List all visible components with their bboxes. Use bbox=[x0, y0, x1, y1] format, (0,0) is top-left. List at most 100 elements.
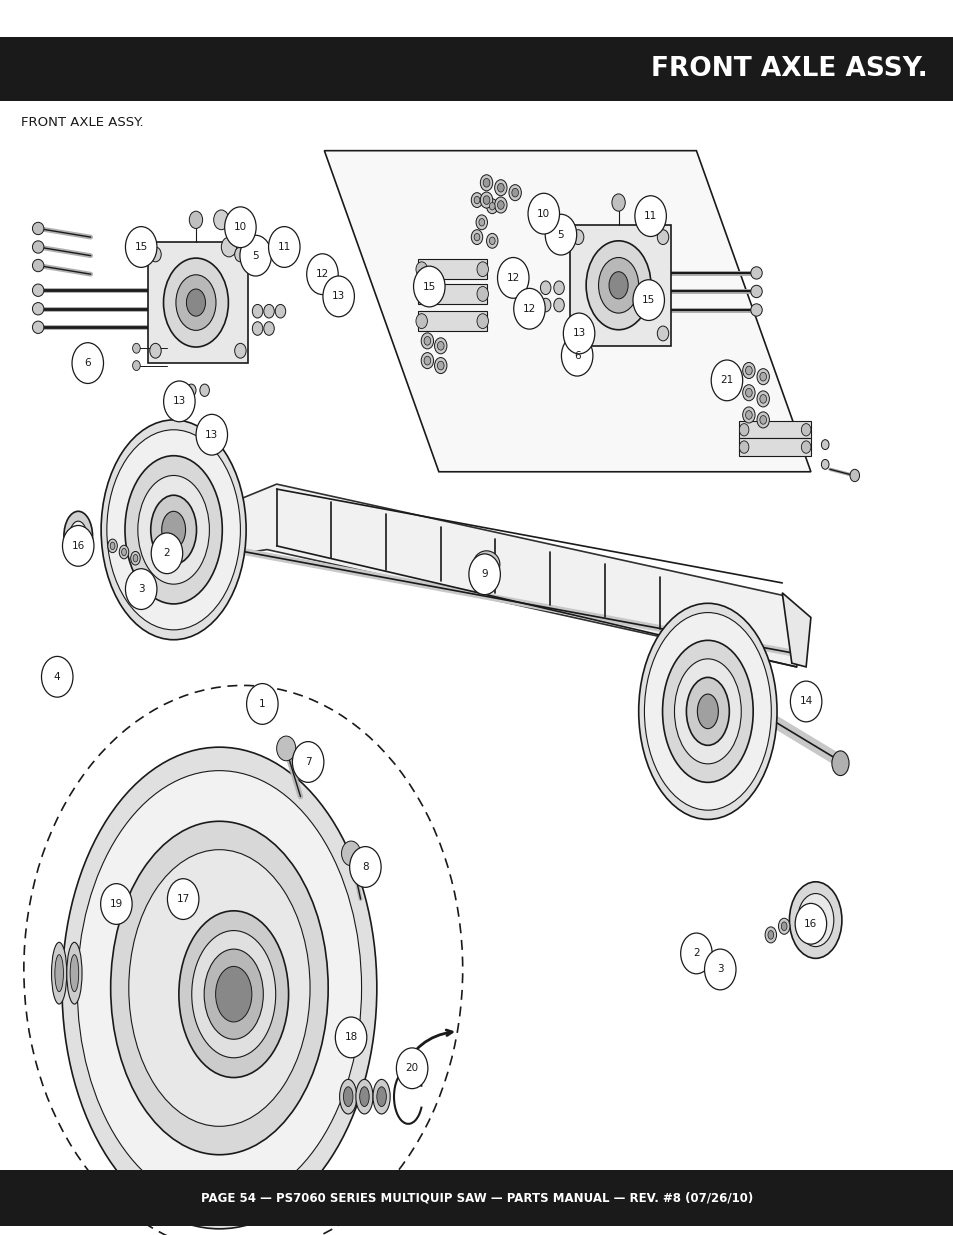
Circle shape bbox=[562, 314, 594, 354]
Ellipse shape bbox=[119, 546, 129, 558]
Circle shape bbox=[189, 211, 202, 228]
Ellipse shape bbox=[67, 942, 82, 1004]
Text: 5: 5 bbox=[253, 251, 258, 261]
Bar bbox=[0, 37, 953, 101]
Polygon shape bbox=[186, 484, 801, 667]
Ellipse shape bbox=[107, 430, 240, 630]
Ellipse shape bbox=[129, 850, 310, 1126]
Circle shape bbox=[396, 1047, 427, 1089]
Circle shape bbox=[801, 441, 810, 453]
Bar bbox=[417, 259, 486, 279]
Circle shape bbox=[196, 415, 228, 456]
Circle shape bbox=[469, 553, 499, 595]
Ellipse shape bbox=[263, 305, 274, 319]
Ellipse shape bbox=[685, 677, 729, 746]
Ellipse shape bbox=[778, 919, 789, 934]
Ellipse shape bbox=[639, 604, 776, 820]
Text: 13: 13 bbox=[332, 291, 345, 301]
Ellipse shape bbox=[436, 342, 444, 351]
Circle shape bbox=[739, 441, 748, 453]
Circle shape bbox=[72, 342, 104, 384]
Ellipse shape bbox=[339, 1079, 356, 1114]
Circle shape bbox=[150, 247, 161, 262]
Bar bbox=[417, 284, 486, 304]
Ellipse shape bbox=[494, 198, 507, 214]
Ellipse shape bbox=[479, 175, 492, 190]
Circle shape bbox=[132, 343, 140, 353]
Ellipse shape bbox=[101, 420, 246, 640]
Text: PAGE 54 — PS7060 SERIES MULTIQUIP SAW — PARTS MANUAL — REV. #8 (07/26/10): PAGE 54 — PS7060 SERIES MULTIQUIP SAW — … bbox=[201, 1192, 752, 1204]
Ellipse shape bbox=[741, 363, 755, 379]
Ellipse shape bbox=[482, 179, 490, 186]
Text: 17: 17 bbox=[176, 894, 190, 904]
Circle shape bbox=[335, 1018, 366, 1057]
Ellipse shape bbox=[420, 332, 433, 350]
Text: 2: 2 bbox=[693, 948, 699, 958]
Ellipse shape bbox=[486, 233, 497, 248]
Circle shape bbox=[703, 948, 735, 990]
Circle shape bbox=[544, 215, 576, 256]
Ellipse shape bbox=[32, 241, 44, 253]
Circle shape bbox=[225, 206, 255, 248]
Circle shape bbox=[221, 237, 236, 257]
Ellipse shape bbox=[192, 931, 275, 1057]
Text: 16: 16 bbox=[71, 541, 85, 551]
Ellipse shape bbox=[741, 406, 755, 424]
Text: 20: 20 bbox=[405, 1063, 418, 1073]
Ellipse shape bbox=[476, 215, 487, 230]
Ellipse shape bbox=[274, 305, 286, 319]
Ellipse shape bbox=[661, 640, 753, 783]
Text: 16: 16 bbox=[803, 919, 817, 929]
Circle shape bbox=[246, 684, 278, 724]
Text: 2: 2 bbox=[164, 548, 170, 558]
Ellipse shape bbox=[745, 388, 752, 396]
Ellipse shape bbox=[478, 219, 484, 226]
Ellipse shape bbox=[376, 1087, 386, 1107]
Ellipse shape bbox=[343, 1087, 353, 1107]
Ellipse shape bbox=[51, 942, 67, 1004]
Ellipse shape bbox=[32, 259, 44, 272]
Ellipse shape bbox=[598, 258, 638, 314]
Circle shape bbox=[611, 194, 624, 211]
Circle shape bbox=[322, 275, 354, 317]
Text: 13: 13 bbox=[205, 430, 218, 440]
Ellipse shape bbox=[745, 410, 752, 419]
Ellipse shape bbox=[553, 282, 563, 295]
Ellipse shape bbox=[423, 337, 430, 346]
Circle shape bbox=[416, 262, 427, 277]
Ellipse shape bbox=[674, 659, 740, 763]
Ellipse shape bbox=[759, 395, 766, 403]
Bar bbox=[739, 421, 810, 438]
Ellipse shape bbox=[489, 237, 495, 245]
Ellipse shape bbox=[161, 511, 185, 548]
Ellipse shape bbox=[797, 894, 833, 946]
Text: FRONT AXLE ASSY.: FRONT AXLE ASSY. bbox=[650, 56, 926, 82]
Circle shape bbox=[710, 361, 741, 401]
Ellipse shape bbox=[215, 966, 252, 1023]
Ellipse shape bbox=[821, 440, 828, 450]
Ellipse shape bbox=[132, 555, 137, 562]
Text: 18: 18 bbox=[344, 1032, 357, 1042]
Circle shape bbox=[476, 262, 488, 277]
Ellipse shape bbox=[750, 267, 761, 279]
Ellipse shape bbox=[697, 694, 718, 729]
Text: 13: 13 bbox=[172, 396, 186, 406]
Circle shape bbox=[527, 194, 558, 235]
Ellipse shape bbox=[373, 1079, 390, 1114]
Ellipse shape bbox=[497, 184, 503, 193]
Ellipse shape bbox=[759, 373, 766, 382]
Ellipse shape bbox=[497, 201, 503, 209]
Circle shape bbox=[572, 326, 583, 341]
Ellipse shape bbox=[32, 222, 44, 235]
Ellipse shape bbox=[585, 241, 650, 330]
Ellipse shape bbox=[70, 521, 87, 551]
Text: 15: 15 bbox=[641, 295, 655, 305]
Circle shape bbox=[234, 247, 246, 262]
Ellipse shape bbox=[473, 551, 499, 578]
Ellipse shape bbox=[539, 298, 550, 312]
Ellipse shape bbox=[479, 558, 493, 571]
Circle shape bbox=[269, 227, 299, 268]
Ellipse shape bbox=[757, 412, 768, 429]
Circle shape bbox=[739, 424, 748, 436]
Circle shape bbox=[151, 534, 183, 573]
